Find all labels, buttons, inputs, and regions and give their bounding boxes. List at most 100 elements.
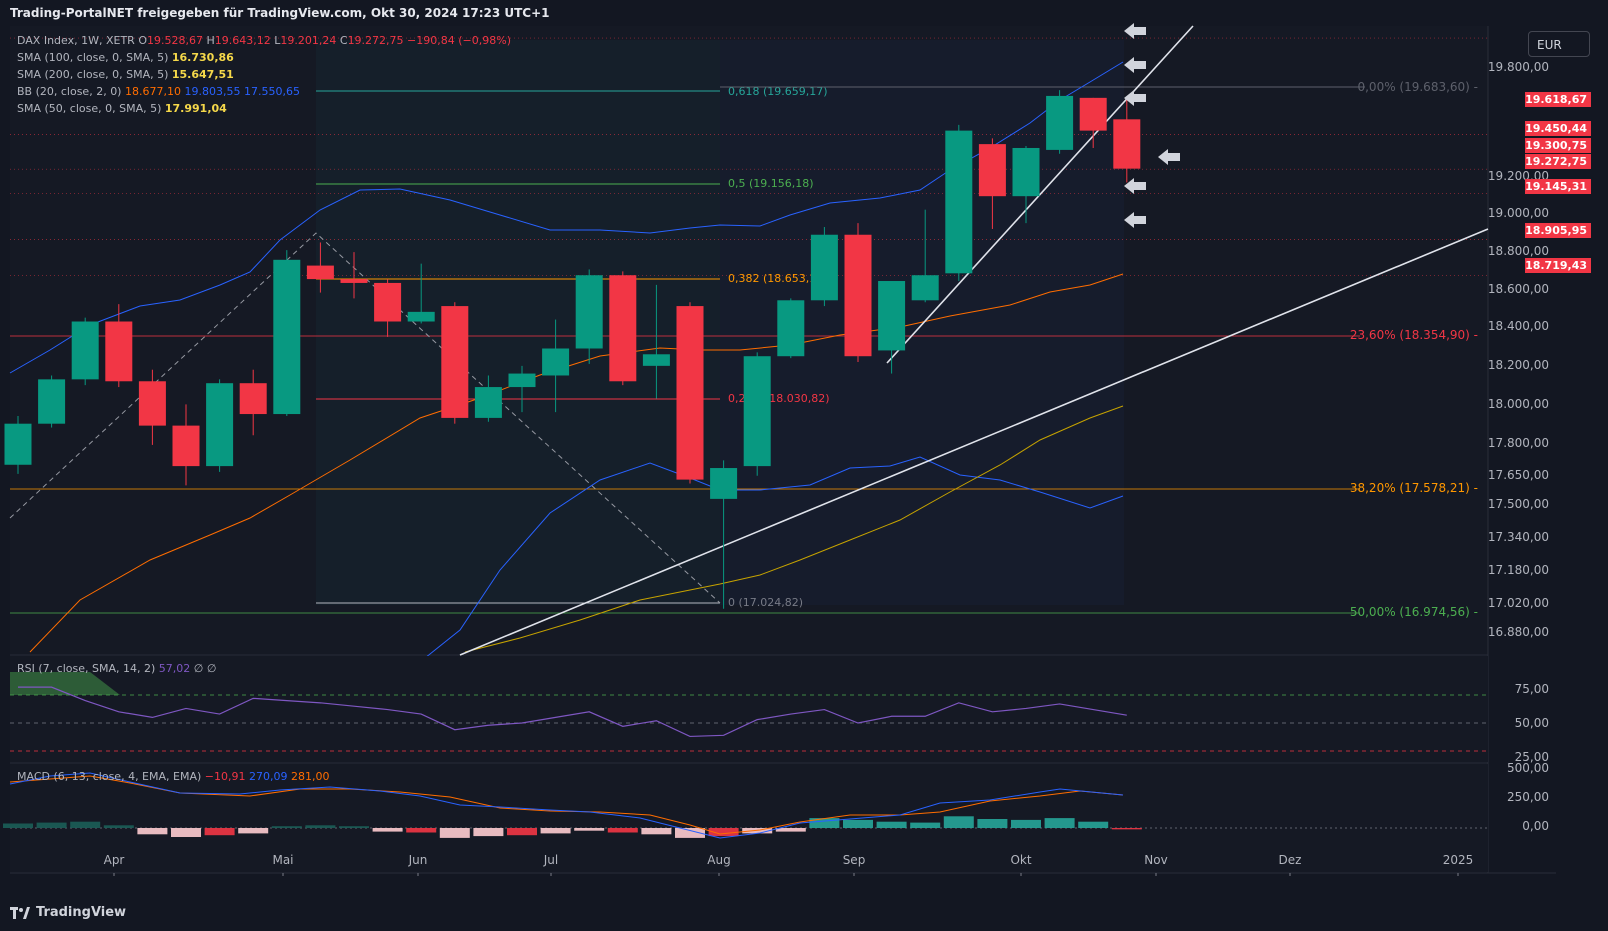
macd-pane (10, 764, 1488, 872)
candle-body (138, 381, 166, 426)
chart-header: Trading-PortalNET freigegeben für Tradin… (10, 6, 550, 20)
price-axis-label: 16.880,00 (1488, 625, 1549, 639)
macd-hist-bar (675, 828, 705, 838)
fib-label: 0,2 (728, 392, 746, 405)
macd-hist-bar (843, 819, 873, 828)
legend-row[interactable]: SMA (100, close, 0, SMA, 5) 16.730,86 (17, 49, 511, 66)
price-tag: 19.450,44 (1525, 121, 1591, 136)
macd-hist-bar (204, 828, 235, 836)
currency-selector[interactable]: EUR (1528, 31, 1590, 57)
arrow-icon (1124, 23, 1146, 39)
price-axis-label: 19.800,00 (1488, 60, 1549, 74)
indicator-legend: DAX Index, 1W, XETR O19.528,67 H19.643,1… (17, 32, 511, 117)
macd-hist-bar (473, 828, 504, 837)
time-axis-label: Okt (1010, 853, 1031, 867)
fib-label: (18.030,82) (765, 392, 830, 405)
macd-hist-bar (1011, 819, 1041, 828)
macd-hist-bar (641, 828, 672, 835)
price-axis-label: 17.650,00 (1488, 468, 1549, 482)
candle-body (273, 259, 301, 415)
candle-body (407, 311, 435, 322)
candle-body (911, 275, 939, 301)
candle-body (441, 306, 469, 418)
candle-body (105, 321, 133, 382)
candle-body (374, 282, 402, 322)
macd-hist-bar (271, 826, 302, 828)
price-axis-label: 17.340,00 (1488, 530, 1549, 544)
macd-line (9, 772, 1124, 839)
legend-row[interactable]: BB (20, close, 2, 0) 18.677,10 19.803,55… (17, 83, 511, 100)
sma50-line (464, 405, 1124, 653)
macd-hist-bar (137, 828, 168, 835)
candle-body (978, 144, 1006, 197)
macd-hist-bar (339, 826, 369, 828)
rsi-legend[interactable]: RSI (7, close, SMA, 14, 2) 57,02 ∅ ∅ (17, 662, 217, 675)
candle-body (777, 300, 805, 357)
rsi-axis-label: 50,00 (1515, 716, 1549, 730)
candle-body (306, 265, 334, 280)
bb-lower (424, 456, 1124, 659)
candle-body (1079, 97, 1107, 131)
price-axis-label: 18.800,00 (1488, 244, 1549, 258)
fib-label: 0 (17.024,82) (728, 596, 803, 609)
legend-value: 19.803,55 (184, 85, 244, 98)
legend-value: 19.201,24 (280, 34, 340, 47)
candle-body (206, 383, 234, 467)
candle-body (945, 130, 973, 274)
candle-body (1113, 119, 1141, 169)
candle-body (1046, 95, 1074, 150)
arrow-icon (1124, 178, 1146, 194)
swing-line (9, 232, 721, 604)
candle-body (340, 279, 368, 283)
candle-body (609, 275, 637, 382)
arrow-icon (1124, 57, 1146, 73)
candle-body (542, 348, 570, 376)
legend-value: 19.272,75 (347, 34, 408, 47)
fib-label: 0,00% (19.683,60) - (1357, 80, 1478, 94)
fib-zone (316, 40, 720, 605)
macd-hist-bar (876, 821, 907, 828)
fib-label: 0,382 (18.653,1 (728, 272, 816, 285)
legend-name: BB (20, close, 2, 0) (17, 85, 125, 98)
legend-name: SMA (50, close, 0, SMA, 5) (17, 102, 165, 115)
price-pane (10, 26, 1488, 654)
candle-body (743, 356, 771, 467)
candle-body (71, 321, 99, 380)
time-axis-label: Jun (408, 853, 428, 867)
macd-hist-bar (238, 828, 269, 834)
time-axis-label: Sep (843, 853, 866, 867)
time-axis-label: Jul (543, 853, 558, 867)
fib-label: 50,00% (16.974,56) - (1350, 605, 1478, 619)
macd-hist-bar (3, 823, 33, 828)
legend-value: −190,84 (−0,98%) (407, 34, 511, 47)
time-axis-label: Dez (1279, 853, 1302, 867)
macd-axis-label: 250,00 (1507, 790, 1549, 804)
candle-body (878, 281, 906, 351)
legend-row[interactable]: SMA (200, close, 0, SMA, 5) 15.647,51 (17, 66, 511, 83)
trendline-upper (886, 25, 1194, 364)
price-tag: 18.905,95 (1525, 223, 1591, 238)
macd-hist-bar (977, 819, 1008, 828)
time-axis-label: Apr (104, 853, 125, 867)
macd-hist-bar (607, 828, 638, 833)
macd-hist-bar (507, 828, 537, 836)
price-axis-label: 18.000,00 (1488, 397, 1549, 411)
price-tag: 18.719,43 (1525, 258, 1591, 273)
legend-row[interactable]: DAX Index, 1W, XETR O19.528,67 H19.643,1… (17, 34, 511, 47)
macd-hist-bar (171, 828, 201, 837)
candle-body (38, 379, 66, 424)
macd-axis-label: 0,00 (1522, 819, 1549, 833)
candle-body (844, 234, 872, 357)
rsi-pane (10, 656, 1488, 762)
rsi-overbought-fill (10, 672, 120, 695)
macd-hist-bar (809, 818, 840, 828)
price-tag: 19.300,75 (1525, 138, 1591, 153)
legend-row[interactable]: SMA (50, close, 0, SMA, 5) 17.991,04 (17, 100, 511, 117)
macd-legend[interactable]: MACD (6, 13, close, 4, EMA, EMA) −10,91 … (17, 770, 330, 783)
legend-name: SMA (100, close, 0, SMA, 5) (17, 51, 172, 64)
price-tag: 19.145,31 (1525, 179, 1591, 194)
fib-label: 38,20% (17.578,21) - (1350, 481, 1478, 495)
legend-name: DAX Index, 1W, XETR (17, 34, 139, 47)
legend-value: 19.643,12 (214, 34, 275, 47)
